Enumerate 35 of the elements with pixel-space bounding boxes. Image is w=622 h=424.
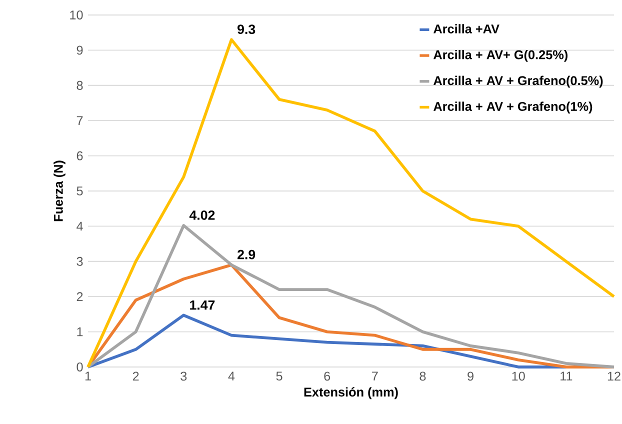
y-tick-label: 9 bbox=[76, 46, 83, 55]
x-tick-label: 1 bbox=[85, 372, 91, 380]
y-tick-label: 3 bbox=[76, 256, 83, 266]
y-tick-label: 8 bbox=[76, 80, 83, 90]
y-tick-label: 4 bbox=[76, 222, 83, 231]
line-series bbox=[86, 38, 616, 368]
y-tick-label: 10 bbox=[70, 10, 83, 20]
y-tick-label: 2 bbox=[76, 292, 83, 302]
data-label: 4.02 bbox=[189, 210, 215, 220]
y-tick-label: 0 bbox=[76, 362, 83, 372]
x-tick-label: 9 bbox=[468, 372, 474, 381]
legend-label: Arcilla + AV + Grafeno(0.5%) bbox=[434, 76, 603, 88]
data-label: 1.47 bbox=[190, 300, 215, 310]
data-label: 2.9 bbox=[238, 250, 256, 260]
x-tick-label: 8 bbox=[420, 372, 426, 381]
legend-label: Arcilla +AV bbox=[434, 24, 500, 34]
x-tick-label: 7 bbox=[372, 372, 378, 380]
y-tick-label: 1 bbox=[77, 327, 83, 336]
legend-label: Arcilla + AV + Grafeno(1%) bbox=[434, 102, 592, 114]
y-tick-label: 6 bbox=[76, 151, 83, 160]
y-tick-label: 7 bbox=[76, 116, 83, 125]
x-tick-label: 6 bbox=[324, 372, 330, 381]
x-tick-label: 11 bbox=[560, 372, 572, 380]
y-axis-title: Fuerza (N) bbox=[54, 160, 66, 222]
x-tick-label: 12 bbox=[608, 372, 620, 381]
x-tick-label: 4 bbox=[228, 372, 235, 380]
y-tick-label: 5 bbox=[76, 186, 83, 196]
line-series bbox=[86, 224, 616, 368]
x-tick-label: 3 bbox=[180, 372, 187, 381]
x-tick-label: 10 bbox=[512, 372, 525, 381]
x-axis-title: Extensión (mm) bbox=[304, 387, 398, 400]
x-tick-label: 5 bbox=[276, 372, 282, 381]
legend-label: Arcilla + AV+ G(0.25%) bbox=[434, 50, 568, 62]
data-label: 9.3 bbox=[238, 24, 256, 34]
x-tick-label: 2 bbox=[132, 372, 139, 381]
